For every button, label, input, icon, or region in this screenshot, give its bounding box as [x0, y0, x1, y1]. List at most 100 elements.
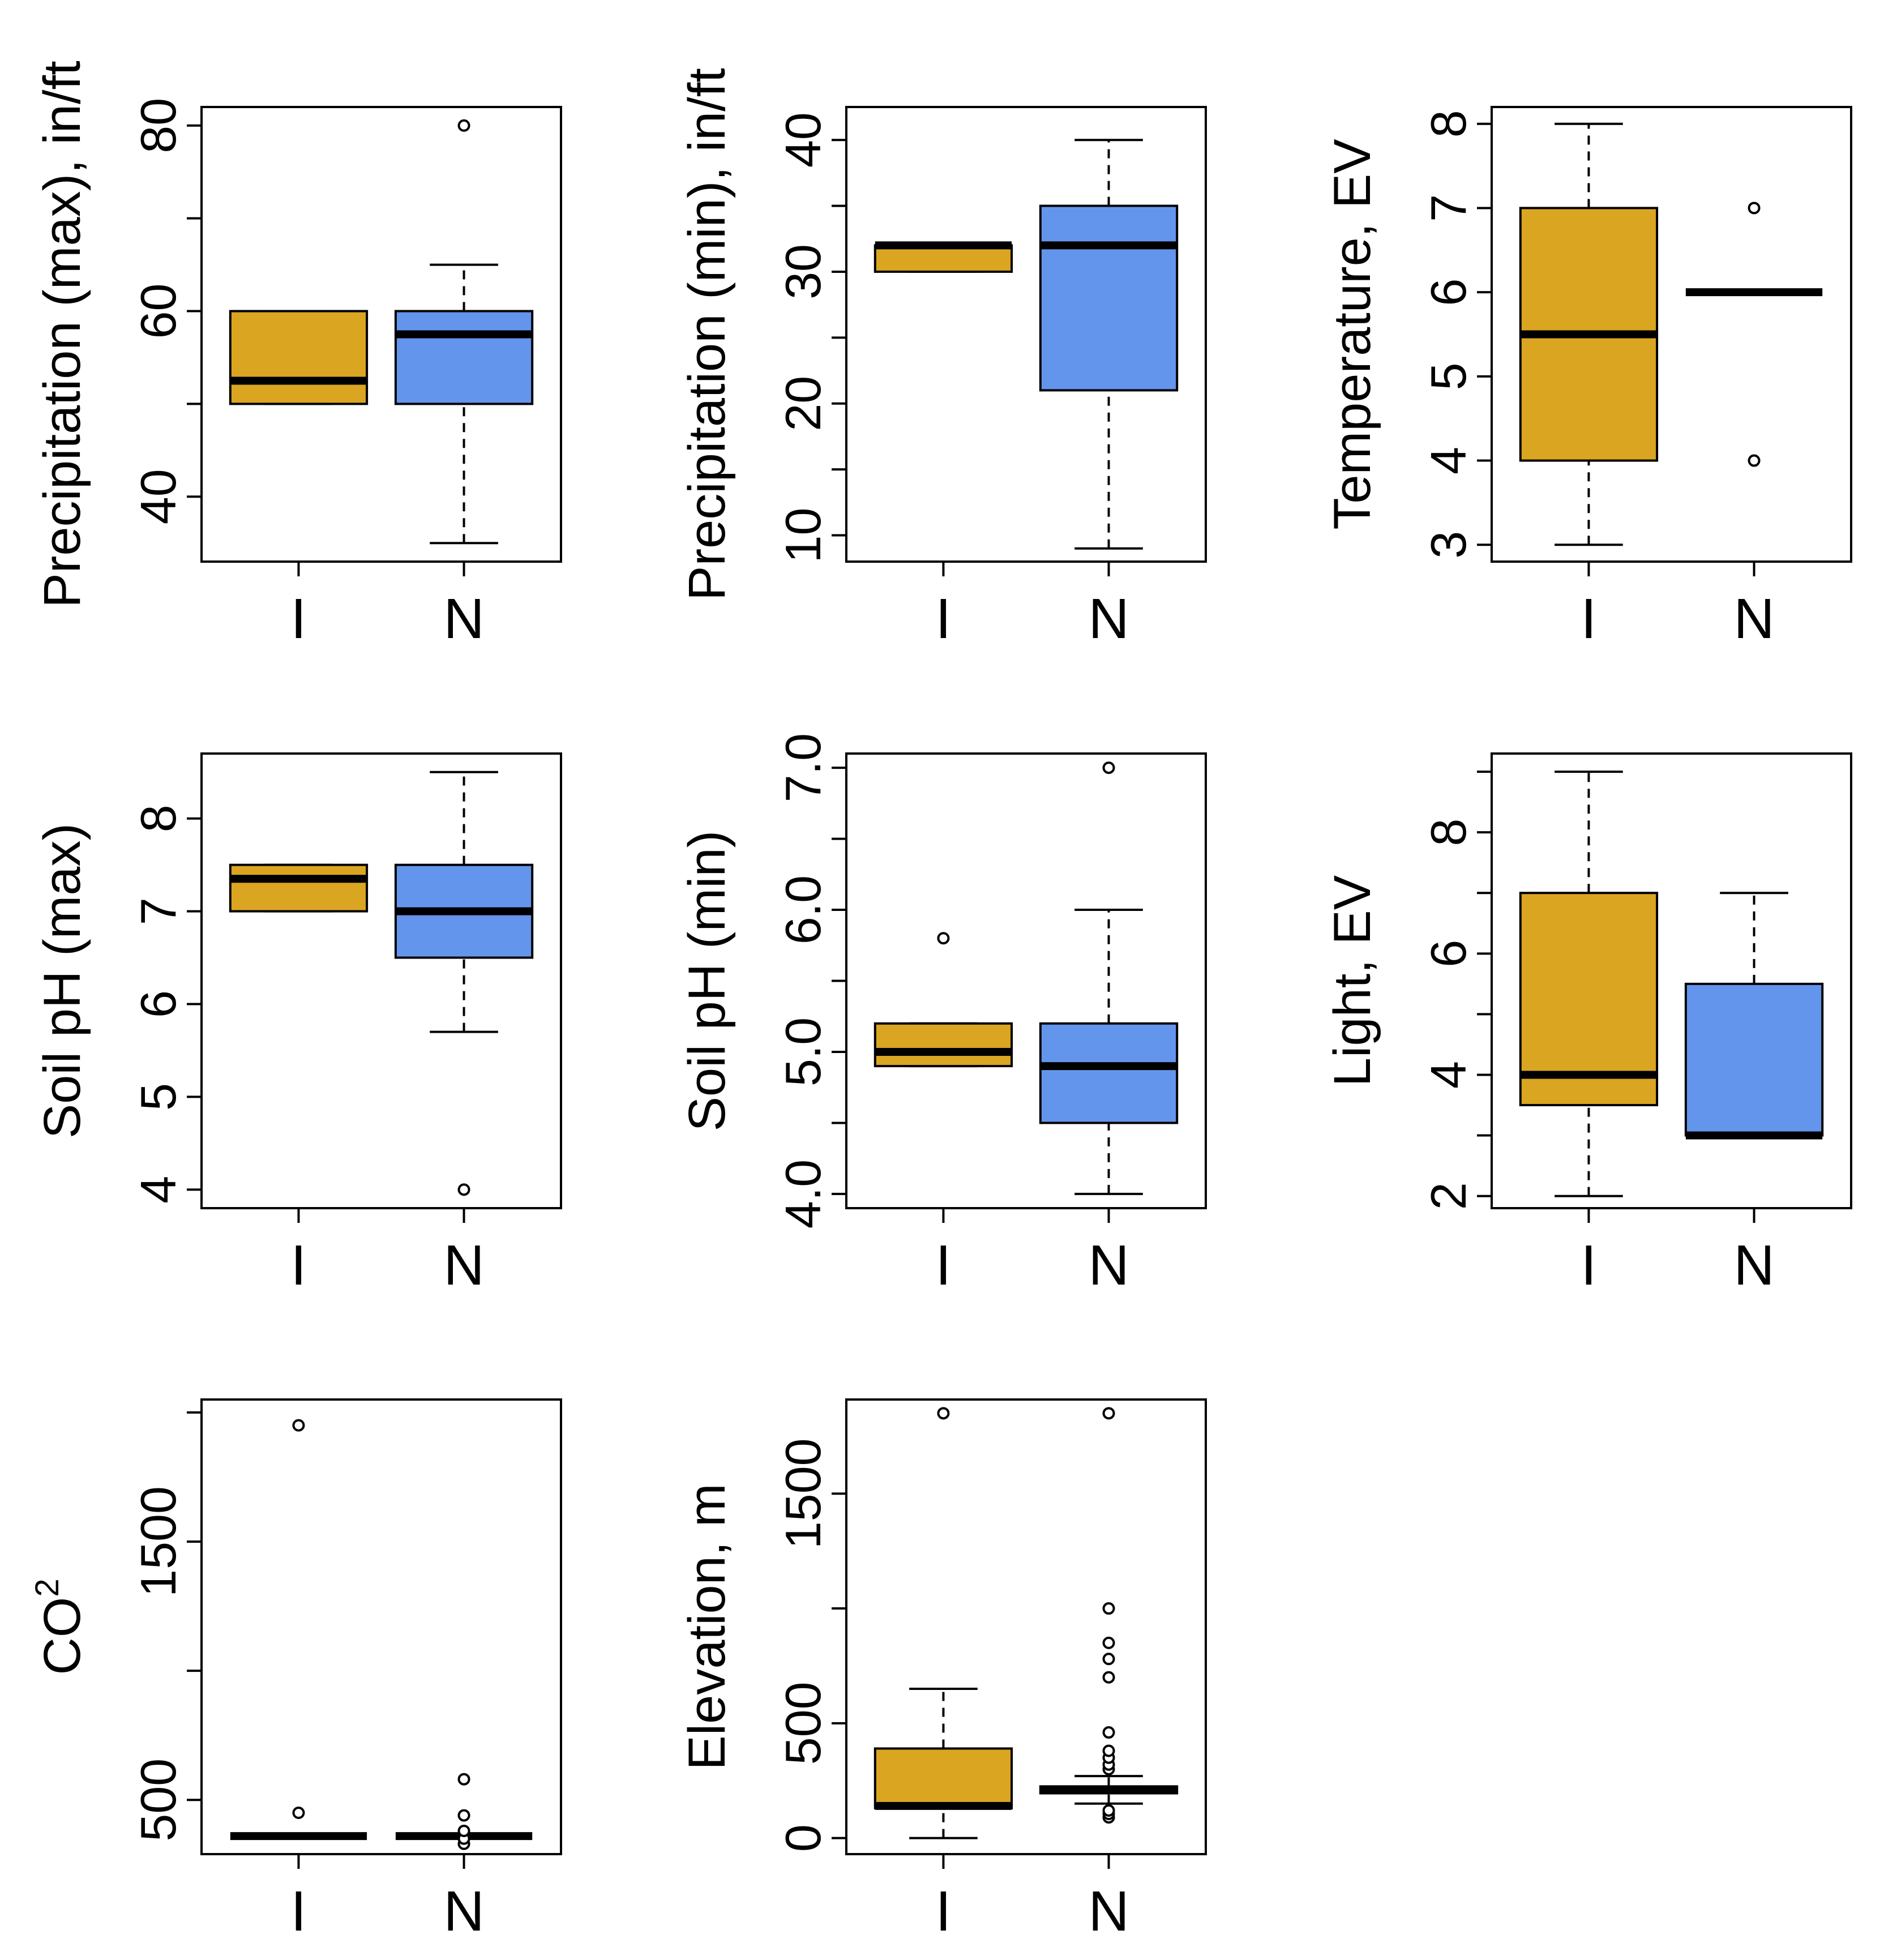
- outlier-point: [457, 1809, 470, 1822]
- x-tick-label: I: [936, 1234, 952, 1297]
- y-tick-label: 4: [1420, 1061, 1476, 1089]
- box-I: [229, 863, 369, 913]
- x-tick-label: I: [1581, 1234, 1597, 1297]
- y-tick-label: 6: [130, 990, 186, 1018]
- y-axis-title: Soil pH (max): [33, 823, 91, 1139]
- y-tick-label: 3: [1420, 531, 1476, 559]
- y-tick-label: 4: [130, 1176, 186, 1204]
- y-tick-label: 5.0: [775, 1017, 831, 1086]
- y-tick-label: 7: [1420, 194, 1476, 222]
- chart-panel-7: 500 1500 CO2 I N: [29, 1398, 562, 1943]
- outlier-point: [1102, 1407, 1115, 1420]
- y-tick-label: 6.0: [775, 875, 831, 944]
- y-tick-label: 40: [775, 112, 831, 168]
- chart-panel-1: 40 60 80 Precipitation (max), in/ft I N: [33, 61, 562, 651]
- outlier-point: [1748, 454, 1761, 467]
- x-tick-label: I: [936, 587, 952, 651]
- y-tick-label: 8: [1420, 110, 1476, 138]
- y-axis-title: Elevation, m: [678, 1483, 736, 1770]
- box-N: [1684, 982, 1824, 1137]
- outlier-point: [937, 1407, 950, 1420]
- y-axis-title: CO2: [29, 1578, 91, 1675]
- outlier-point: [1748, 202, 1761, 215]
- outlier-point: [1102, 1671, 1115, 1684]
- plot-frame: [845, 106, 1207, 563]
- plot-frame: [845, 1398, 1207, 1855]
- plot-frame: [1491, 752, 1852, 1209]
- y-tick-label: 5: [130, 1083, 186, 1111]
- y-tick-label: 4.0: [775, 1159, 831, 1229]
- x-tick-label: I: [1581, 587, 1597, 651]
- plot-frame: [200, 106, 562, 563]
- x-tick-label: I: [291, 587, 307, 651]
- y-tick-label: 60: [130, 284, 186, 339]
- y-tick-label: 80: [130, 98, 186, 153]
- outlier-point: [1102, 1744, 1115, 1757]
- outlier-point: [937, 932, 950, 945]
- y-tick-label: 4: [1420, 447, 1476, 474]
- outlier-point: [457, 1183, 470, 1196]
- y-tick-label: 1500: [775, 1438, 831, 1549]
- y-tick-label: 6: [1420, 940, 1476, 968]
- outlier-point: [1102, 761, 1115, 774]
- box-N: [1039, 1022, 1179, 1124]
- x-tick-label: N: [443, 587, 484, 651]
- outlier-point: [457, 119, 470, 132]
- y-tick-label: 5: [1420, 362, 1476, 390]
- y-tick-label: 7: [130, 897, 186, 925]
- y-tick-label: 8: [1420, 819, 1476, 846]
- x-tick-label: I: [291, 1880, 307, 1943]
- plot-frame: [200, 752, 562, 1209]
- box-I: [873, 1022, 1013, 1068]
- y-tick-label: 1500: [130, 1486, 186, 1597]
- box-I: [873, 1747, 1013, 1809]
- x-tick-label: N: [1088, 1880, 1129, 1943]
- chart-panel-4: 4 5 6 7 8 Soil pH (max) I N: [33, 752, 562, 1297]
- box-I: [873, 244, 1013, 273]
- y-tick-label: 2: [1420, 1182, 1476, 1210]
- y-axis-title: Light, EV: [1324, 875, 1381, 1086]
- box-N: [394, 310, 534, 405]
- chart-panel-6: 2 4 6 8 Light, EV I N: [1324, 752, 1852, 1297]
- x-tick-label: N: [1733, 587, 1774, 651]
- y-tick-label: 40: [130, 469, 186, 524]
- box-N: [1039, 204, 1179, 392]
- outlier-point: [457, 1773, 470, 1786]
- outlier-point: [1102, 1602, 1115, 1615]
- y-tick-label: 500: [775, 1681, 831, 1765]
- plot-frame: [200, 1398, 562, 1855]
- x-tick-label: N: [443, 1880, 484, 1943]
- outlier-point: [292, 1419, 305, 1432]
- y-tick-label: 10: [775, 508, 831, 563]
- y-axis-title: Precipitation (min), in/ft: [678, 68, 736, 601]
- y-tick-label: 30: [775, 244, 831, 299]
- outlier-point: [1102, 1653, 1115, 1666]
- x-tick-label: N: [443, 1234, 484, 1297]
- outlier-point: [457, 1824, 470, 1837]
- y-tick-label: 0: [775, 1824, 831, 1852]
- y-axis-title-superscript: 2: [29, 1578, 66, 1597]
- chart-panel-2: 10 20 30 40 Precipitation (min), in/ft I N: [678, 68, 1207, 651]
- outlier-point: [292, 1807, 305, 1819]
- y-tick-label: 6: [1420, 279, 1476, 306]
- plot-frame: [845, 752, 1207, 1209]
- x-tick-label: I: [291, 1234, 307, 1297]
- chart-panel-3: 3 4 5 6 7 8 Temperature, EV I N: [1324, 106, 1852, 651]
- y-axis-title: Soil pH (min): [678, 831, 736, 1132]
- chart-panel-5: 4.0 5.0 6.0 7.0 Soil pH (min) I N: [678, 733, 1207, 1297]
- outlier-point: [1102, 1804, 1115, 1817]
- y-tick-label: 20: [775, 376, 831, 431]
- chart-panel-8: 0 500 1500 Elevation, m I N: [678, 1398, 1207, 1943]
- y-tick-label: 7.0: [775, 733, 831, 802]
- outlier-point: [1102, 1636, 1115, 1649]
- plot-frame: [1491, 106, 1852, 563]
- y-axis-title: Temperature, EV: [1324, 139, 1381, 529]
- y-tick-label: 8: [130, 804, 186, 832]
- x-tick-label: N: [1088, 587, 1129, 651]
- y-tick-label: 500: [130, 1758, 186, 1842]
- box-I: [1519, 892, 1659, 1106]
- y-axis-title: Precipitation (max), in/ft: [33, 61, 91, 607]
- x-tick-label: I: [936, 1880, 952, 1943]
- x-tick-label: N: [1088, 1234, 1129, 1297]
